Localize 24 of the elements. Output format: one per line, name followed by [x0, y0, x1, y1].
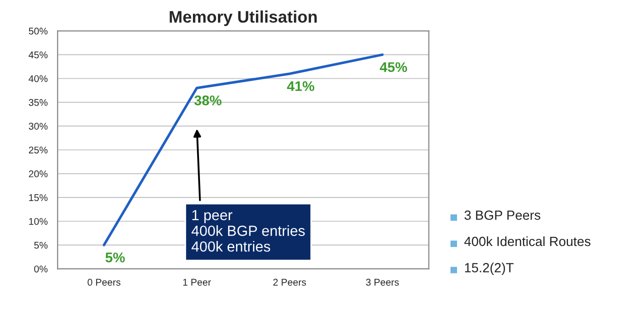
data-label: 45%	[380, 62, 408, 72]
y-tick-label: 5%	[34, 242, 48, 249]
x-tick-label: 2 Peers	[273, 278, 306, 286]
y-tick-label: 15%	[29, 194, 48, 202]
y-tick-label: 40%	[28, 75, 48, 82]
text: 15.2(2)T	[465, 262, 514, 275]
chart-title: Memory Utilisation	[170, 10, 317, 26]
y-tick-label: 25%	[28, 146, 48, 154]
y-tick-label: 20%	[28, 170, 48, 178]
x-tick-label: 1 Peer	[183, 278, 211, 286]
y-tick-label: 50%	[28, 28, 48, 35]
data-label: 5%	[106, 252, 125, 262]
y-tick-label: 10%	[29, 218, 48, 225]
y-tick-label: 45%	[28, 51, 48, 58]
x-tick-label: 0 Peers	[88, 278, 120, 286]
x-tick-label: 3 Peers	[366, 278, 399, 286]
data-label: 41%	[287, 81, 314, 92]
text: 400k Identical Routes	[464, 236, 590, 246]
y-tick-label: 35%	[28, 99, 48, 106]
text: 3 BGP Peers	[464, 210, 540, 220]
annotation: 1 peer 400k BGP entries 400k entries	[192, 210, 305, 252]
y-tick-label: 30%	[28, 122, 48, 130]
data-label: 38%	[194, 96, 222, 106]
y-tick-label: 0%	[34, 266, 48, 272]
